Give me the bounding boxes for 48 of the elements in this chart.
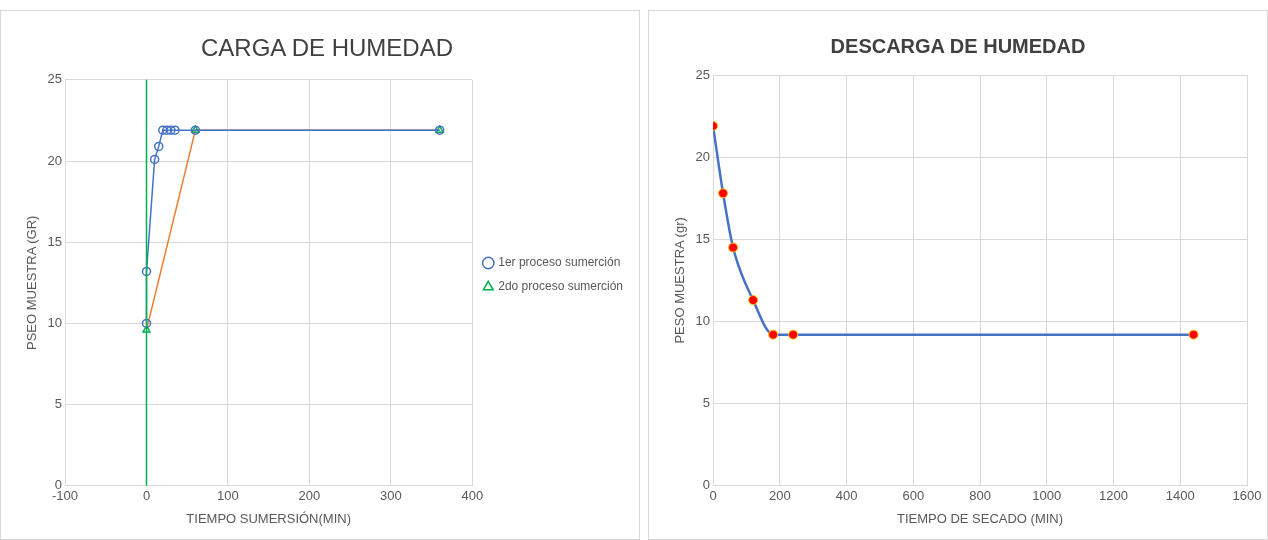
point: [170, 125, 180, 135]
x-tick-label: 1600: [1232, 488, 1262, 504]
x-axis-title: TIEMPO SUMERSIÓN(MIN): [186, 510, 351, 526]
point: [728, 242, 739, 253]
legend-label: 1er proceso sumerción: [498, 255, 621, 270]
y-tick-label: 10: [695, 313, 711, 329]
point: [153, 141, 164, 152]
point: [142, 325, 151, 333]
y-tick-label: 5: [702, 395, 711, 411]
y-tick-label: 10: [47, 314, 63, 330]
x-axis-title: TIEMPO DE SECADO (MIN): [896, 510, 1064, 526]
x-tick-label: 400: [461, 488, 484, 504]
y-axis-title: PESO MUESTRA (gr): [672, 217, 688, 344]
point: [162, 125, 172, 135]
point: [788, 329, 799, 340]
x-tick-label: 0: [142, 488, 151, 504]
point: [141, 318, 152, 329]
x-tick-label: 1200: [1099, 488, 1128, 504]
y-tick-label: 5: [54, 396, 63, 412]
point: [166, 125, 176, 135]
x-tick-label: 200: [298, 488, 321, 504]
point: [141, 266, 152, 277]
legend-label: 2do proceso sumerción: [498, 279, 623, 294]
x-tick-label: 100: [217, 488, 239, 504]
chart-title: DESCARGA DE HUMEDAD: [830, 34, 1086, 57]
chart-title: CARGA DE HUMEDAD: [200, 34, 454, 62]
y-tick-label: 25: [47, 71, 63, 87]
x-tick-label: 800: [969, 488, 991, 504]
x-tick-label: 400: [835, 488, 858, 504]
x-tick-label: 1400: [1165, 488, 1195, 504]
point: [149, 154, 160, 165]
x-tick-label: -100: [52, 488, 79, 504]
y-tick-label: 15: [47, 233, 63, 249]
point: [718, 188, 729, 199]
y-axis-title: PSEO MUESTRA (GR): [24, 215, 40, 350]
point: [748, 295, 759, 306]
x-tick-label: 600: [902, 488, 925, 504]
y-tick-label: 20: [47, 152, 63, 168]
x-tick-label: 200: [768, 488, 791, 504]
y-tick-label: 20: [695, 148, 711, 164]
point: [158, 125, 168, 135]
point: [768, 329, 779, 340]
y-tick-label: 15: [695, 230, 711, 246]
x-tick-label: 1000: [1032, 488, 1062, 504]
y-tick-label: 25: [695, 66, 711, 82]
x-tick-label: 300: [379, 488, 402, 504]
y-tick-label: 0: [702, 477, 711, 493]
point: [1188, 329, 1199, 340]
